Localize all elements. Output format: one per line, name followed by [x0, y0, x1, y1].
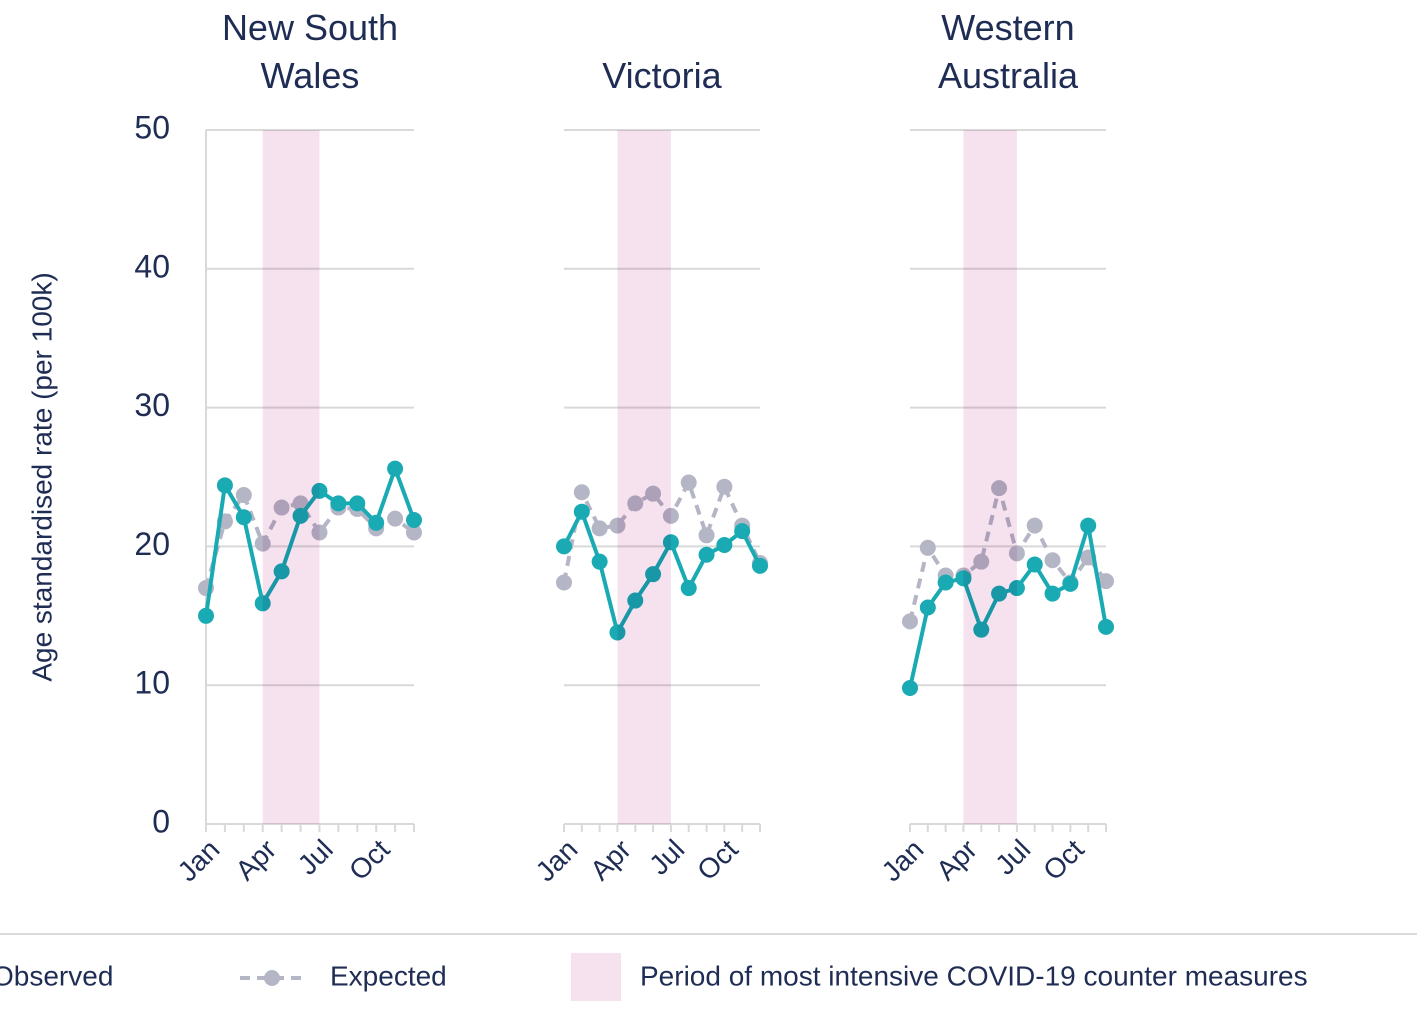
x-tick-label: Apr: [584, 834, 637, 887]
series-marker: [1044, 585, 1061, 602]
series-marker: [716, 478, 733, 495]
series-marker: [1080, 517, 1097, 534]
legend-label: Period of most intensive COVID-19 counte…: [640, 960, 1308, 991]
shaded-period: [262, 130, 320, 824]
x-tick-label: Apr: [229, 834, 282, 887]
series-marker: [235, 487, 252, 504]
series-marker: [716, 537, 733, 554]
series-marker: [1026, 517, 1043, 534]
series-marker: [556, 538, 572, 555]
shaded-period: [617, 130, 671, 824]
panel-title: Western Australia: [937, 7, 1079, 96]
series-marker: [752, 557, 768, 574]
series-marker: [1026, 556, 1043, 573]
x-tick-label: Oct: [691, 833, 744, 886]
series-marker: [330, 495, 347, 512]
series-marker: [734, 523, 751, 540]
series-marker: [698, 546, 715, 563]
panel-title: Victoria: [602, 55, 722, 96]
series-marker: [1062, 575, 1079, 592]
series-marker: [349, 495, 366, 512]
series-marker: [556, 574, 572, 591]
series-marker: [919, 599, 936, 616]
panel-title: New South Wales: [221, 7, 399, 96]
x-tick-label: Jan: [172, 834, 226, 888]
series-marker: [235, 509, 252, 526]
y-tick-label: 10: [134, 665, 170, 701]
series-marker: [591, 520, 608, 537]
series-marker: [919, 539, 936, 556]
series-marker: [937, 574, 954, 591]
shaded-period: [963, 130, 1017, 824]
series-marker: [406, 512, 422, 529]
legend-label: Expected: [330, 960, 447, 991]
series-marker: [368, 514, 385, 531]
legend-shade-swatch: [571, 953, 621, 1001]
series-marker: [573, 503, 590, 520]
series-marker: [680, 580, 697, 597]
series-marker: [387, 510, 404, 527]
series-marker: [1098, 573, 1114, 590]
series-marker: [573, 484, 590, 501]
series-marker: [698, 527, 715, 544]
y-tick-label: 20: [134, 526, 170, 562]
x-tick-label: Oct: [343, 833, 396, 886]
x-tick-label: Jan: [530, 834, 584, 888]
series-marker: [902, 613, 918, 630]
y-tick-label: 0: [152, 803, 170, 839]
series-marker: [591, 553, 608, 570]
legend-swatch-marker: [264, 970, 280, 986]
x-tick-label: Jul: [989, 834, 1036, 881]
series-marker: [406, 524, 422, 541]
series-marker: [1098, 618, 1114, 635]
y-tick-label: 50: [134, 109, 170, 145]
y-tick-label: 40: [134, 248, 170, 284]
series-marker: [387, 460, 404, 477]
series-marker: [680, 474, 697, 491]
series-marker: [1044, 552, 1061, 569]
legend-label: Observed: [0, 960, 113, 991]
x-tick-label: Jul: [292, 834, 339, 881]
y-axis-label: Age standardised rate (per 100k): [26, 272, 57, 681]
y-tick-label: 30: [134, 387, 170, 423]
x-tick-label: Jan: [876, 834, 930, 888]
x-tick-label: Oct: [1037, 833, 1090, 886]
x-tick-label: Jul: [643, 834, 690, 881]
series-marker: [902, 679, 918, 696]
series-marker: [198, 607, 214, 624]
series-marker: [216, 477, 233, 494]
x-tick-label: Apr: [930, 834, 983, 887]
